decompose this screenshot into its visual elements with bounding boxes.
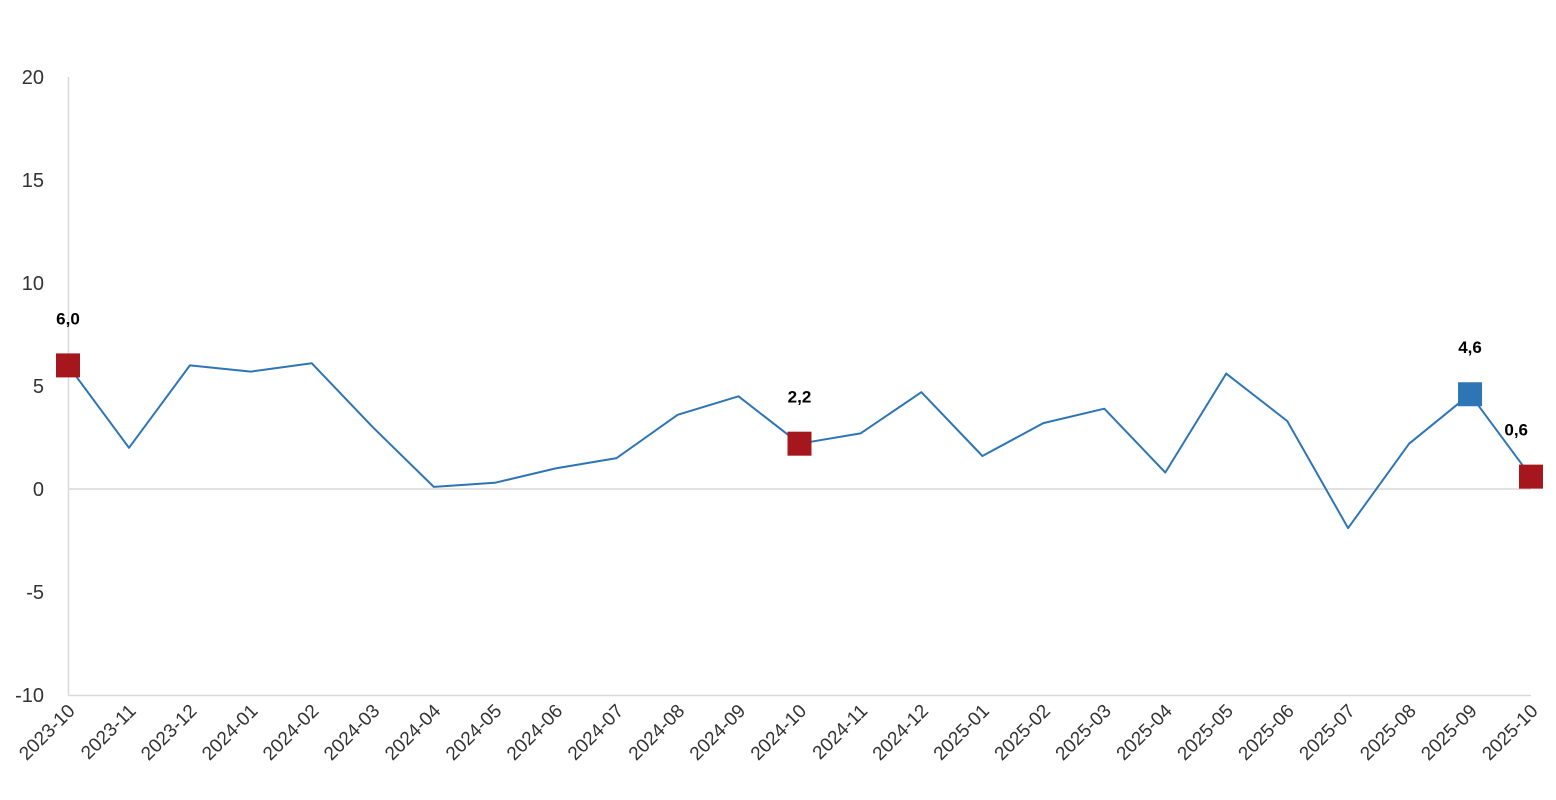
y-tick-label: -5 xyxy=(26,582,44,604)
x-tick-label: 2024-01 xyxy=(198,701,262,765)
y-tick-labels: 20 15 10 5 0 -5 -10 xyxy=(15,67,44,707)
x-tick-label: 2025-05 xyxy=(1174,701,1238,765)
x-tick-label: 2023-12 xyxy=(137,701,201,765)
highlighted-markers xyxy=(56,353,1543,489)
highlight-marker xyxy=(787,431,812,456)
x-tick-label: 2024-11 xyxy=(809,701,872,764)
x-tick-label: 2024-07 xyxy=(564,701,628,765)
x-tick-label: 2025-10 xyxy=(1478,701,1542,765)
y-tick-label: 10 xyxy=(22,273,44,295)
data-labels: 6,0 2,2 4,6 0,6 xyxy=(56,309,1528,439)
x-tick-label: 2024-05 xyxy=(442,701,506,765)
x-tick-label: 2024-10 xyxy=(747,701,811,765)
highlight-marker xyxy=(56,353,80,378)
x-tick-label: 2025-04 xyxy=(1113,700,1177,764)
x-tick-label: 2025-06 xyxy=(1235,701,1299,765)
y-tick-label: 15 xyxy=(22,170,44,192)
x-tick-label: 2024-12 xyxy=(869,701,933,765)
x-tick-label: 2025-08 xyxy=(1356,701,1420,765)
data-label: 6,0 xyxy=(56,309,80,328)
x-tick-label: 2024-09 xyxy=(686,701,750,765)
data-label: 4,6 xyxy=(1458,338,1482,357)
x-tick-label: 2025-03 xyxy=(1052,701,1116,765)
highlight-marker xyxy=(1458,382,1483,407)
y-tick-label: -10 xyxy=(15,685,44,707)
x-tick-label: 2024-06 xyxy=(503,701,567,765)
x-tick-labels: 2023-102023-112023-122024-012024-022024-… xyxy=(15,700,1542,764)
data-label: 0,6 xyxy=(1504,421,1528,440)
y-tick-label: 0 xyxy=(33,479,44,501)
x-tick-label: 2024-03 xyxy=(320,701,384,765)
x-tick-label: 2025-02 xyxy=(991,701,1055,765)
highlight-marker xyxy=(1519,464,1543,489)
x-tick-label: 2024-08 xyxy=(625,701,689,765)
x-tick-label: 2025-07 xyxy=(1296,701,1360,765)
x-tick-label: 2025-01 xyxy=(930,701,994,765)
x-tick-label: 2024-02 xyxy=(259,701,323,765)
y-tick-label: 20 xyxy=(22,67,44,89)
data-label: 2,2 xyxy=(788,388,812,407)
y-tick-label: 5 xyxy=(33,376,44,398)
x-tick-label: 2024-04 xyxy=(381,700,445,764)
x-tick-label: 2025-09 xyxy=(1417,701,1481,765)
x-tick-label: 2023-10 xyxy=(15,701,79,765)
x-tick-label: 2023-11 xyxy=(77,701,140,764)
